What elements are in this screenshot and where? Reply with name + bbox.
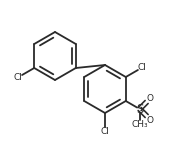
Text: CH₃: CH₃ <box>131 119 148 128</box>
Text: Cl: Cl <box>138 63 147 72</box>
Text: O: O <box>146 115 153 124</box>
Text: O: O <box>146 94 153 103</box>
Text: Cl: Cl <box>13 73 22 82</box>
Text: Cl: Cl <box>101 128 110 137</box>
Text: S: S <box>136 103 143 115</box>
